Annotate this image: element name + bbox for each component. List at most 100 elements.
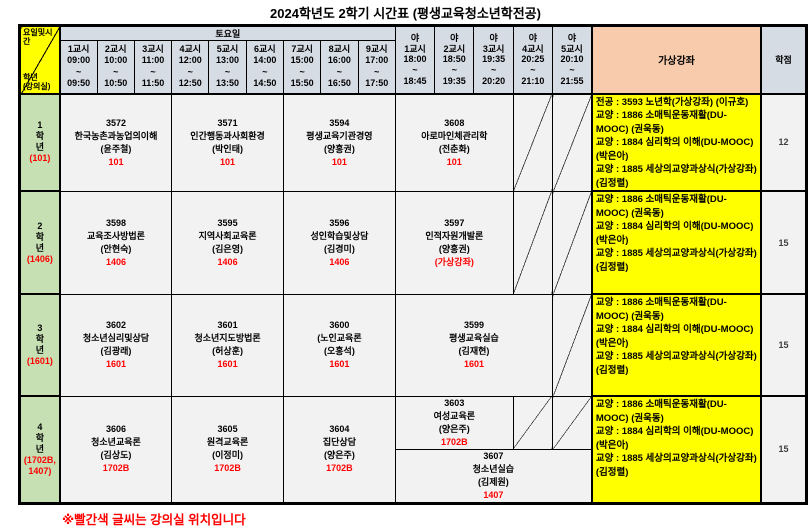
virtual-course-line: 교양 : 1885 세상의교양과상식(가상강좌)(김정렬): [595, 164, 757, 189]
day-period-header-5: 5교시 13:00 ~ 13:50: [208, 40, 247, 95]
night-period-header-3: 야 3교시 19:35 ~ 20:20: [473, 25, 514, 95]
course-professor: (양은주): [438, 423, 470, 434]
virtual-course-line: 교양 : 1884 심리학의 이해(DU-MOOC) (박은아): [595, 137, 754, 162]
course-cell: 3572 한국농촌과농업의이해 (윤주철) 101: [59, 93, 173, 192]
day-period-header-7: 7교시 15:00 ~ 15:50: [282, 40, 322, 95]
day-period-header-2: 2교시 10:00 ~ 10:50: [96, 40, 135, 95]
course-room: 1601: [463, 359, 484, 369]
period-start: 13:00: [216, 55, 240, 66]
period-end: 11:50: [141, 78, 165, 89]
course-code: 3605: [217, 424, 238, 434]
course-professor: (윤주철): [100, 143, 132, 154]
virtual-courses-cell: 교양 : 1886 소매틱운동재활(DU-MOOC) (권욱동) 교양 : 18…: [590, 190, 763, 295]
course-room: 1406: [105, 256, 126, 267]
period-end: 14:50: [253, 78, 277, 89]
period-start: 10:00: [104, 55, 128, 66]
night-period-label: 2교시: [443, 43, 466, 54]
day-period-header-6: 6교시 14:00 ~ 14:50: [245, 40, 284, 95]
night-period-start: 20:10: [560, 54, 584, 65]
virtual-course-line: 교양 : 1884 심리학의 이해(DU-MOOC) (박은아): [595, 221, 754, 246]
tilde-separator: ~: [530, 65, 536, 76]
course-cell: 3602 청소년심리및상담 (김광래) 1601: [59, 293, 173, 397]
period-label: 3교시: [142, 43, 164, 54]
course-cell: 3605 원격교육론 (이정미) 1702B: [171, 395, 284, 504]
course-cell: 3596 성인학습및상담 (김경미) 1406: [282, 190, 396, 295]
night-course-cell: 3599 평생교육실습 (김재현) 1601: [394, 293, 554, 397]
course-code: 3608: [444, 117, 465, 128]
credits-cell: 15: [760, 395, 808, 504]
saturday-header: 토요일: [59, 25, 396, 41]
virtual-course-line: 교양 : 1885 세상의교양과상식(가상강좌)(김정렬): [595, 351, 757, 376]
tilde-separator: ~: [374, 66, 380, 77]
course-code: 3603: [444, 397, 465, 408]
course-room: 101: [446, 156, 462, 167]
period-end: 16:50: [327, 78, 351, 89]
day-period-header-9: 9교시 17:00 ~ 17:50: [357, 40, 396, 95]
period-label: 4교시: [179, 43, 202, 54]
course-code: 3596: [329, 217, 350, 228]
night-period-end: 21:10: [521, 75, 545, 86]
empty-crossed-cell: [552, 293, 593, 397]
course-room: (가상강좌): [434, 256, 474, 267]
night-label: 야: [528, 32, 538, 43]
course-cell: 3594 평생교육기관경영 (양홍권) 101: [282, 93, 396, 192]
course-room: 1702B: [102, 463, 130, 473]
night-period-header-4: 야 4교시 20:25 ~ 21:10: [512, 25, 554, 95]
night-period-header-5: 야 5교시 20:10 ~ 21:55: [552, 25, 593, 95]
night-period-end: 19:35: [442, 75, 466, 86]
course-room: 101: [220, 156, 236, 167]
tilde-separator: ~: [299, 66, 305, 77]
night-period-end: 21:55: [560, 75, 584, 86]
course-professor: (김은영): [212, 243, 243, 254]
course-professor: (양홍권): [324, 143, 355, 154]
period-label: 7교시: [291, 43, 313, 54]
empty-crossed-cell: [512, 93, 554, 192]
course-room: 1406: [217, 256, 238, 267]
red-text-footnote: ※빨간색 글씨는 강의실 위치입니다: [62, 512, 246, 527]
virtual-course-line: 교양 : 1885 세상의교양과상식(가상강좌)(김정렬): [595, 248, 757, 273]
course-name: 집단상담: [322, 437, 356, 447]
course-room: 101: [108, 156, 124, 167]
course-professor: (박인태): [212, 143, 243, 154]
virtual-courses-cell: 전공 : 3593 노년학(가상강좌) (이규호) 교양 : 1886 소매틱운…: [590, 92, 763, 192]
period-start: 14:00: [253, 55, 277, 66]
course-professor: (안현숙): [100, 243, 132, 254]
course-code: 3594: [329, 117, 350, 128]
night-period-start: 18:00: [403, 54, 427, 65]
night-label: 야: [450, 32, 459, 43]
course-professor: (전춘화): [438, 143, 470, 154]
night-period-header-2: 야 2교시 18:50 ~ 19:35: [434, 25, 475, 95]
night-period-label: 4교시: [522, 43, 544, 54]
empty-crossed-cell: [512, 190, 554, 295]
course-code: 3598: [105, 217, 126, 228]
course-room: 1406: [329, 256, 350, 267]
course-code: 3601: [217, 320, 238, 330]
course-room: 1601: [217, 359, 238, 369]
grade-room-label: (101): [29, 153, 51, 164]
page-title: 2024학년도 2학기 시간표 (평생교육청소년학전공): [270, 6, 541, 21]
night-period-label: 1교시: [404, 43, 426, 54]
course-code: 3602: [105, 320, 126, 330]
night-label: 야: [489, 32, 498, 43]
grade-label: 4 학 년: [35, 421, 45, 454]
course-room: 1601: [105, 359, 126, 369]
period-end: 12:50: [178, 78, 202, 89]
night-period-start: 18:50: [442, 54, 466, 65]
virtual-course-line: 교양 : 1884 심리학의 이해(DU-MOOC) (박은아): [595, 426, 754, 451]
day-period-header-4: 4교시 12:00 ~ 12:50: [171, 40, 210, 95]
course-room: 1702B: [214, 463, 241, 473]
corner-day-time-label: 요일및시간: [23, 28, 53, 46]
grade-room-label: (1601): [26, 356, 53, 366]
course-name: 여성교육론: [433, 410, 476, 421]
grade-label: 2 학 년: [35, 220, 45, 253]
tilde-separator: ~: [490, 65, 497, 76]
virtual-courses-cell: 교양 : 1886 소매틱운동재활(DU-MOOC) (권욱동) 교양 : 18…: [590, 395, 763, 504]
period-label: 1교시: [67, 43, 90, 54]
period-label: 8교시: [328, 43, 351, 54]
course-name: 청소년심리및상담: [82, 333, 150, 343]
night-course-cell-top: 3603 여성교육론 (양은주) 1702B: [394, 395, 514, 450]
virtual-course-line: 교양 : 1886 소매틱운동재활(DU-MOOC) (권욱동): [595, 297, 727, 322]
night-period-label: 3교시: [482, 43, 505, 54]
period-start: 15:00: [290, 55, 314, 66]
day-period-header-3: 3교시 11:00 ~ 11:50: [133, 40, 173, 95]
